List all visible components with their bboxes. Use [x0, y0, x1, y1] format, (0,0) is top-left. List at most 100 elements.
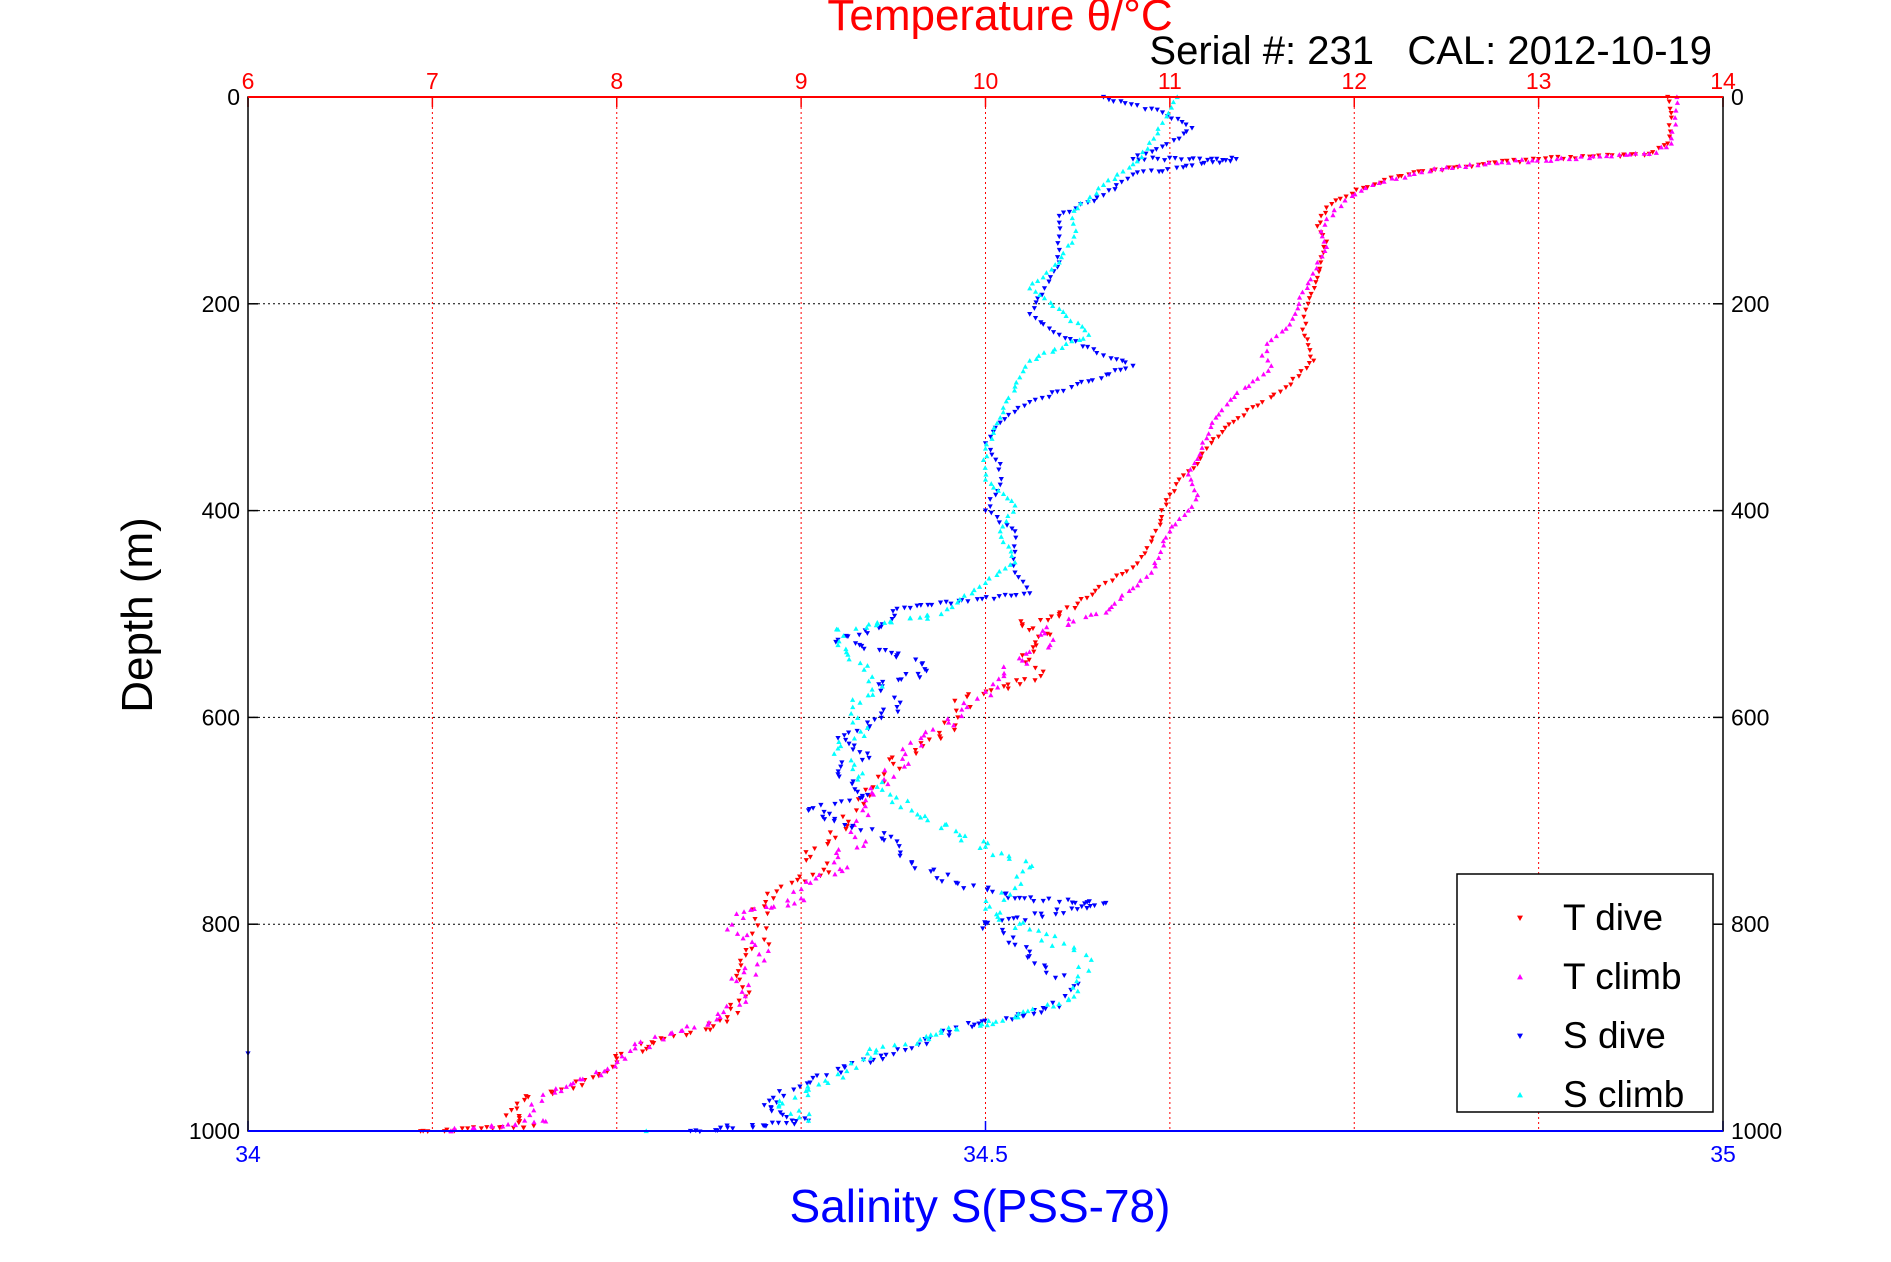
data-point — [1307, 348, 1313, 353]
data-point — [1568, 154, 1574, 160]
data-point — [1416, 169, 1422, 175]
data-point — [876, 647, 883, 653]
data-point — [838, 1070, 844, 1076]
data-point — [860, 807, 866, 813]
data-point — [508, 1108, 515, 1113]
data-point — [1439, 166, 1445, 172]
data-point — [1084, 595, 1090, 601]
data-point — [1012, 570, 1018, 576]
data-point — [1035, 296, 1041, 302]
data-point — [1134, 561, 1140, 567]
data-point — [1189, 163, 1195, 169]
data-point — [849, 781, 855, 787]
data-point — [961, 700, 967, 706]
data-point — [856, 773, 862, 779]
data-point — [909, 807, 915, 813]
data-point — [946, 1025, 952, 1030]
data-point — [864, 751, 871, 757]
data-point — [1094, 190, 1100, 196]
data-point — [870, 791, 877, 797]
data-point — [579, 1083, 585, 1088]
top-tick-label: 9 — [795, 68, 808, 94]
data-point — [838, 799, 844, 805]
data-point — [807, 854, 813, 860]
data-point — [984, 453, 990, 459]
data-point — [1283, 385, 1289, 390]
data-point — [1313, 280, 1319, 285]
data-point — [1046, 326, 1053, 332]
data-point — [805, 808, 812, 814]
depth-tick-label-left: 400 — [202, 498, 240, 524]
data-point — [888, 619, 895, 625]
bottom-axis-ticks: 34 34.5 35 — [235, 1121, 1736, 1167]
data-point — [1038, 632, 1044, 637]
data-point — [1156, 555, 1162, 561]
data-point — [1191, 487, 1198, 493]
data-point — [1319, 253, 1325, 259]
data-point — [857, 660, 863, 666]
data-point — [923, 668, 930, 674]
data-point — [1004, 495, 1011, 501]
data-point — [1086, 968, 1092, 973]
data-point — [982, 465, 988, 470]
data-point — [1069, 385, 1075, 390]
chart-title: Temperature θ/°C — [827, 0, 1172, 40]
data-point — [861, 646, 867, 652]
data-point — [1020, 868, 1026, 874]
data-point — [821, 817, 828, 822]
data-point — [1027, 399, 1033, 405]
data-point — [1050, 1003, 1057, 1009]
data-point — [1053, 912, 1059, 917]
data-point — [1543, 158, 1549, 163]
data-point — [1303, 321, 1309, 327]
data-point — [1666, 123, 1672, 128]
data-point — [774, 889, 780, 895]
data-point — [763, 926, 769, 932]
data-point — [1641, 151, 1647, 156]
data-point — [1174, 165, 1180, 171]
data-point — [1008, 548, 1014, 554]
data-point — [1077, 200, 1084, 206]
data-point — [1467, 161, 1473, 167]
data-point — [1290, 316, 1296, 321]
data-point — [1300, 327, 1306, 333]
data-point — [1304, 366, 1310, 371]
data-point — [580, 1076, 586, 1082]
data-point — [1621, 152, 1627, 158]
data-point — [1054, 255, 1061, 260]
data-point — [997, 482, 1003, 488]
data-point — [881, 776, 887, 782]
data-point — [729, 975, 735, 981]
data-point — [826, 839, 832, 845]
data-point — [1168, 116, 1175, 122]
data-point — [1016, 895, 1023, 901]
data-point — [846, 741, 852, 747]
data-point — [792, 1094, 798, 1100]
data-point — [1183, 129, 1190, 135]
data-point — [1098, 376, 1104, 381]
legend-marker-0 — [1517, 915, 1523, 921]
data-point — [845, 634, 851, 640]
data-point — [1102, 580, 1108, 586]
data-point — [728, 1006, 734, 1012]
data-point — [1012, 559, 1018, 565]
data-point — [1308, 291, 1314, 297]
data-point — [531, 1119, 537, 1125]
data-point — [1159, 144, 1166, 150]
data-point — [1318, 213, 1324, 219]
data-point — [739, 985, 746, 990]
data-point — [953, 708, 959, 714]
data-point — [1092, 588, 1098, 594]
data-point — [1020, 919, 1026, 925]
data-point — [735, 1010, 741, 1016]
data-point — [1027, 312, 1033, 317]
data-point — [854, 728, 860, 734]
data-point — [985, 840, 991, 846]
data-point — [1298, 369, 1304, 374]
data-point — [703, 1027, 709, 1033]
data-point — [881, 772, 887, 777]
data-point — [1065, 242, 1071, 248]
data-point — [1019, 657, 1025, 663]
data-point — [1086, 379, 1092, 384]
data-point — [849, 825, 855, 831]
